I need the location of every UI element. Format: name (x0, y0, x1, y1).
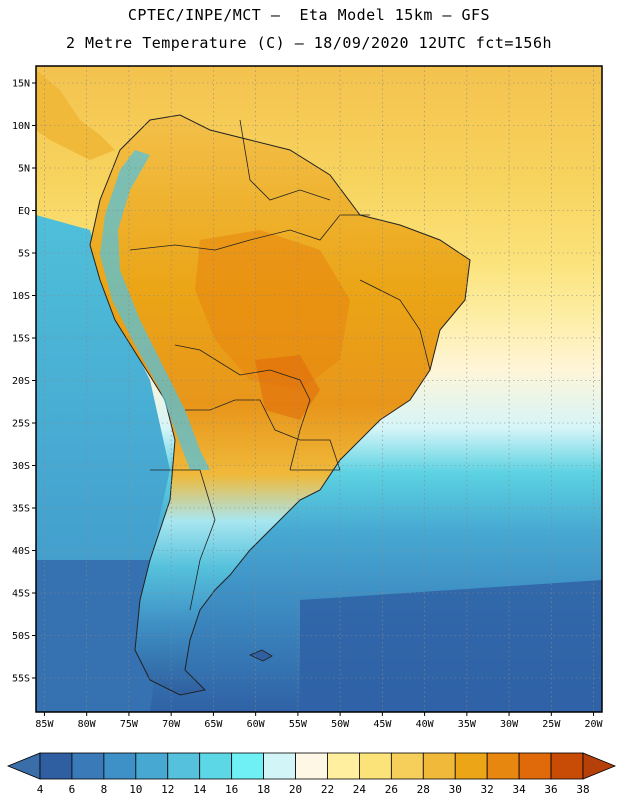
colorbar-left-arrow (6, 752, 41, 780)
colorbar-level-label: 36 (544, 783, 557, 796)
colorbar-swatch (39, 752, 73, 780)
lon-tick-label: 45W (373, 719, 392, 730)
colorbar-level-label: 16 (225, 783, 238, 796)
lon-tick-label: 85W (35, 719, 54, 730)
country-borders (129, 119, 431, 611)
colorbar-swatch (422, 752, 456, 780)
colorbar-swatch (135, 752, 169, 780)
colorbar-swatch (231, 752, 264, 780)
colorbar-level-label: 28 (417, 783, 430, 796)
colorbar-level-label: 6 (69, 783, 76, 796)
colorbar-level-label: 26 (385, 783, 398, 796)
colorbar-level-label: 38 (576, 783, 589, 796)
map-frame (35, 65, 603, 713)
colorbar-level-label: 4 (37, 783, 44, 796)
lat-tick-label: 25S (12, 419, 30, 430)
chart-title-line-1: CPTEC/INPE/MCT — Eta Model 15km — GFS (127, 6, 491, 24)
colorbar-swatch (454, 752, 488, 780)
colorbar-swatch (327, 752, 360, 780)
lat-tick-label: 20S (12, 376, 30, 387)
lat-tick-label: 55S (12, 674, 30, 685)
lat-tick-label: 45S (12, 589, 30, 600)
lon-tick-label: 25W (542, 719, 561, 730)
pantanal-hot-spot (255, 355, 320, 420)
colorbar-level-label: 8 (101, 783, 108, 796)
colorbar-swatch (103, 752, 137, 780)
colorbar-level-label: 32 (481, 783, 494, 796)
colorbar-swatch (71, 752, 105, 780)
south-atlantic-cold (300, 580, 602, 712)
lat-tick-label: 35S (12, 504, 30, 515)
lon-tick-label: 50W (331, 719, 350, 730)
lon-tick-label: 55W (289, 719, 308, 730)
colorbar-level-label: 12 (161, 783, 174, 796)
lon-tick-label: 75W (120, 719, 139, 730)
colorbar-swatch (167, 752, 201, 780)
lat-tick-label: 30S (12, 461, 30, 472)
lat-tick-label: 15S (12, 334, 30, 345)
latitude-axis: 15N 10N 5N EQ 5S 10S 15S 20S 25S 30S 35S 40S 45S 50S 5… (12, 79, 36, 685)
lon-tick-label: 40W (416, 719, 435, 730)
lon-tick-label: 80W (78, 719, 97, 730)
colorbar-right-arrow (582, 752, 617, 780)
lat-tick-label: 10S (12, 291, 30, 302)
central-brazil-hot-core (195, 230, 350, 390)
lat-tick-label: 15N (12, 79, 30, 90)
colorbar-swatch (486, 752, 520, 780)
lon-tick-label: 60W (247, 719, 266, 730)
falkland-islands (249, 649, 273, 662)
colorbar-level-label: 34 (512, 783, 526, 796)
colorbar-level-label: 30 (449, 783, 462, 796)
lat-tick-label: EQ (18, 206, 30, 217)
colorbar-swatch (550, 752, 584, 780)
lat-tick-label: 50S (12, 631, 30, 642)
temperature-colorbar: 4 6 8 10 12 14 16 18 20 22 24 26 28 30 32 34 36 38 (6, 752, 617, 796)
lat-tick-label: 5N (18, 164, 30, 175)
colorbar-level-label: 22 (321, 783, 334, 796)
longitude-axis: 85W 80W 75W 70W 65W 60W 55W 50W 45W 40W 35W 30W 25W 2… (35, 712, 604, 730)
colorbar-swatch (295, 752, 328, 780)
colorbar-swatch (390, 752, 424, 780)
lat-tick-label: 40S (12, 546, 30, 557)
central-america (36, 70, 115, 160)
colorbar-swatch (263, 752, 296, 780)
lon-tick-label: 65W (204, 719, 223, 730)
colorbar-level-label: 20 (289, 783, 302, 796)
colorbar-swatch (518, 752, 552, 780)
colorbar-swatch (359, 752, 392, 780)
colorbar-swatch (199, 752, 233, 780)
lon-tick-label: 30W (500, 719, 519, 730)
chart-title-line-2: 2 Metre Temperature (C) — 18/09/2020 12U… (65, 34, 553, 52)
lon-tick-label: 35W (458, 719, 477, 730)
map-field (36, 66, 602, 712)
colorbar-level-label: 18 (257, 783, 270, 796)
lat-tick-label: 5S (18, 249, 30, 260)
colorbar-level-label: 10 (129, 783, 142, 796)
lat-tick-label: 10N (12, 121, 30, 132)
south-pacific-cold (36, 560, 170, 712)
lon-tick-label: 70W (162, 719, 181, 730)
lon-tick-label: 20W (585, 719, 604, 730)
colorbar-level-label: 24 (353, 783, 367, 796)
colorbar-level-label: 14 (193, 783, 207, 796)
andes-cool-band (100, 150, 210, 470)
